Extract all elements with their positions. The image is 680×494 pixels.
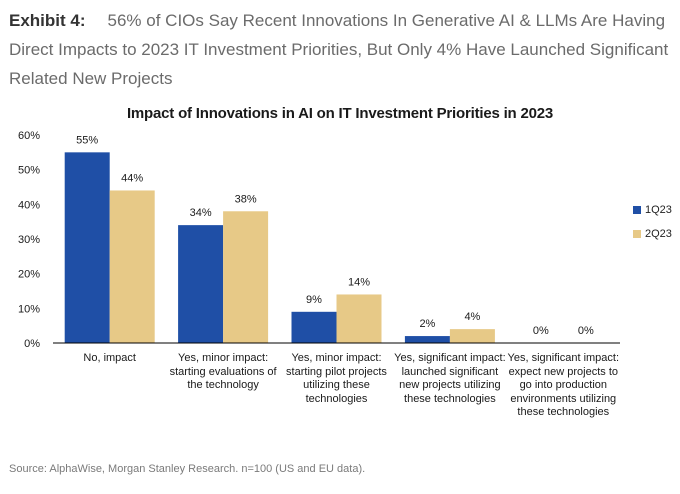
data-label-1q23-2: 9% [306,294,322,306]
data-label-2q23-0: 44% [121,172,143,184]
data-label-1q23-1: 34% [190,207,212,219]
source-note: Source: AlphaWise, Morgan Stanley Resear… [9,463,366,475]
x-category-label-line: utilizing these [303,379,370,391]
bar-2q23-0 [109,190,155,343]
x-category-label-line: starting pilot projects [286,365,387,378]
legend: 1Q23 2Q23 [633,204,672,252]
x-category-label-line: these technologies [517,406,610,418]
bar-2q23-2 [336,294,382,343]
legend-swatch-1q23 [633,206,641,214]
data-label-2q23-4: 0% [578,325,594,337]
legend-label-1q23: 1Q23 [645,204,672,216]
data-label-1q23-3: 2% [419,318,435,330]
y-tick-label: 60% [18,130,40,142]
bar-1q23-1 [178,225,224,343]
bar-1q23-0 [64,152,110,343]
data-label-1q23-4: 0% [533,325,549,337]
y-tick-label: 40% [18,199,40,211]
legend-swatch-2q23 [633,230,641,238]
legend-label-2q23: 2Q23 [645,228,672,240]
exhibit-label: Exhibit 4: [9,11,86,30]
x-category-label-line: No, impact [83,352,136,364]
x-category-label-line: Yes, minor impact: [178,352,269,364]
bar-2q23-1 [223,211,269,343]
exhibit-title: 56% of CIOs Say Recent Innovations In Ge… [9,11,669,88]
data-label-1q23-0: 55% [76,134,98,146]
y-tick-label: 20% [18,269,40,281]
x-category-label-line: go into production [519,379,608,391]
data-label-2q23-1: 38% [235,193,257,205]
x-category-label: Yes, significant impact: launched signifi… [386,352,514,406]
data-label-2q23-3: 4% [464,311,480,323]
x-category-label-line: starting evaluations of [169,365,277,378]
x-category-label-line: new projects utilizing [399,379,501,391]
x-category-label-line: expect new projects to [508,365,619,378]
bar-1q23-2 [291,311,337,343]
bar-1q23-3 [404,336,450,343]
y-tick-label: 30% [18,234,40,246]
x-category-label-line: the technology [187,379,259,391]
x-category-label-line: Yes, minor impact: [291,352,382,364]
x-category-label: No, impact [46,352,174,366]
x-category-label: Yes, minor impact: starting evaluations o… [159,352,287,393]
chart-title: Impact of Innovations in AI on IT Invest… [126,105,554,122]
y-tick-label: 50% [18,165,40,177]
y-tick-label: 0% [24,338,40,350]
x-category-label-line: Yes, significant impact: [394,352,506,364]
x-category-label: Yes, significant impact: expect new proje… [499,352,627,420]
exhibit-header: Exhibit 4: 56% of CIOs Say Recent Innovat… [9,6,674,93]
x-category-label: Yes, minor impact: starting pilot project… [273,352,401,406]
bar-2q23-3 [449,329,495,343]
x-category-label-line: environments utilizing [510,392,617,405]
x-category-label-line: technologies [305,392,368,405]
x-category-label-line: these technologies [404,392,496,405]
legend-item-2q23: 2Q23 [633,228,672,243]
data-label-2q23-2: 14% [348,276,370,288]
legend-item-1q23: 1Q23 [633,204,672,219]
x-category-label-line: Yes, significant impact: [507,352,620,364]
x-category-label-line: launched significant [401,365,499,378]
y-tick-label: 10% [18,303,40,315]
